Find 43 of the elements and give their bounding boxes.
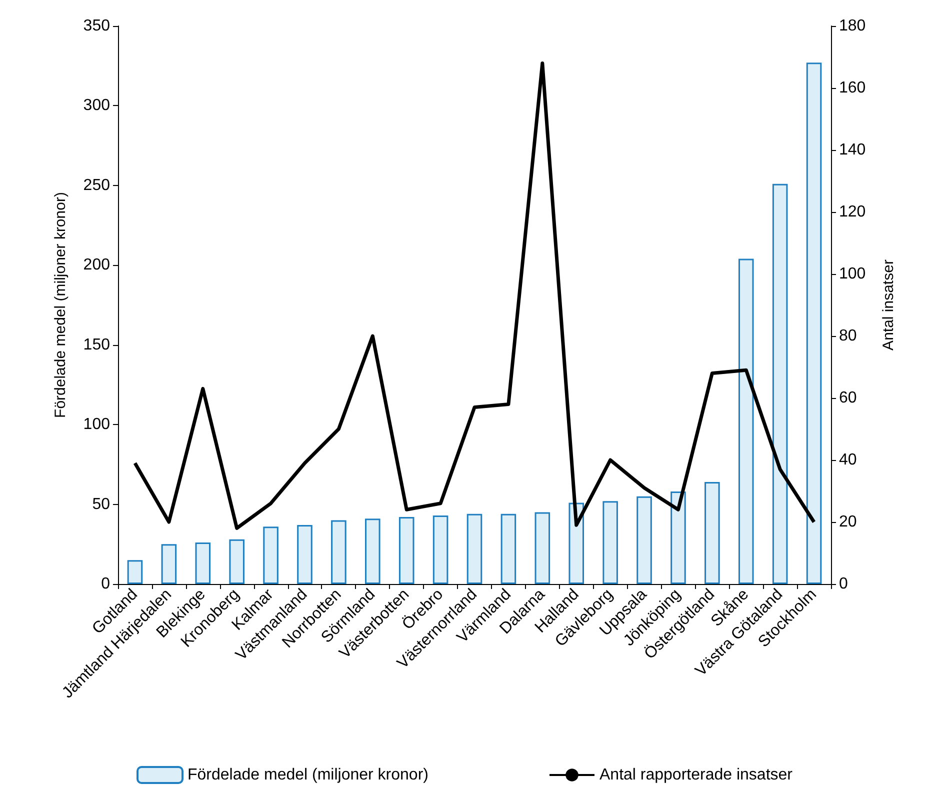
- bar: [331, 520, 346, 584]
- bar: [365, 518, 380, 584]
- bar: [602, 501, 618, 584]
- y2-tick-label: 140: [839, 142, 866, 158]
- y-tick-label: 0: [101, 576, 110, 592]
- y-tick-label: 350: [83, 18, 110, 34]
- bar: [704, 482, 720, 584]
- bar: [738, 258, 754, 584]
- y2-tick-label: 180: [839, 18, 866, 34]
- y2-tick-label: 60: [839, 390, 857, 406]
- y-tick-label: 100: [83, 416, 110, 434]
- bar: [263, 526, 278, 584]
- bar: [772, 184, 788, 584]
- y2-tick-label: 20: [839, 514, 857, 530]
- bar: [636, 496, 652, 584]
- y2-tick-label: 100: [839, 266, 866, 282]
- y2-tick-label: 120: [839, 204, 866, 220]
- bar: [229, 539, 244, 584]
- bar: [398, 517, 414, 584]
- bar: [466, 514, 482, 584]
- bar: [534, 512, 550, 584]
- bar: [670, 492, 686, 584]
- bar: [432, 515, 448, 584]
- y2-tick-label: 160: [839, 80, 866, 96]
- y2-tick-label: 40: [839, 452, 857, 468]
- y-tick-label: 250: [83, 176, 110, 194]
- bar: [297, 525, 312, 584]
- bar: [161, 544, 177, 584]
- y-tick-label: 200: [83, 256, 110, 274]
- bar: [195, 542, 211, 584]
- legend-label: Fördelade medel (miljoner kronor): [188, 766, 428, 784]
- bar: [127, 560, 143, 584]
- line-series: [133, 61, 816, 530]
- y-tick-label: 150: [83, 336, 110, 354]
- bar: [806, 62, 822, 584]
- y-tick-label: 300: [83, 97, 110, 114]
- y2-axis-title: Antal insatser: [880, 260, 897, 350]
- y2-tick-label: 0: [839, 576, 848, 592]
- y-axis-title: Fördelade medel (miljoner kronor): [52, 192, 69, 418]
- y-tick-label: 50: [92, 496, 110, 513]
- legend-label: Antal rapporterade insatser: [599, 766, 794, 784]
- bar: [500, 514, 516, 584]
- y2-tick-label: 80: [839, 328, 857, 344]
